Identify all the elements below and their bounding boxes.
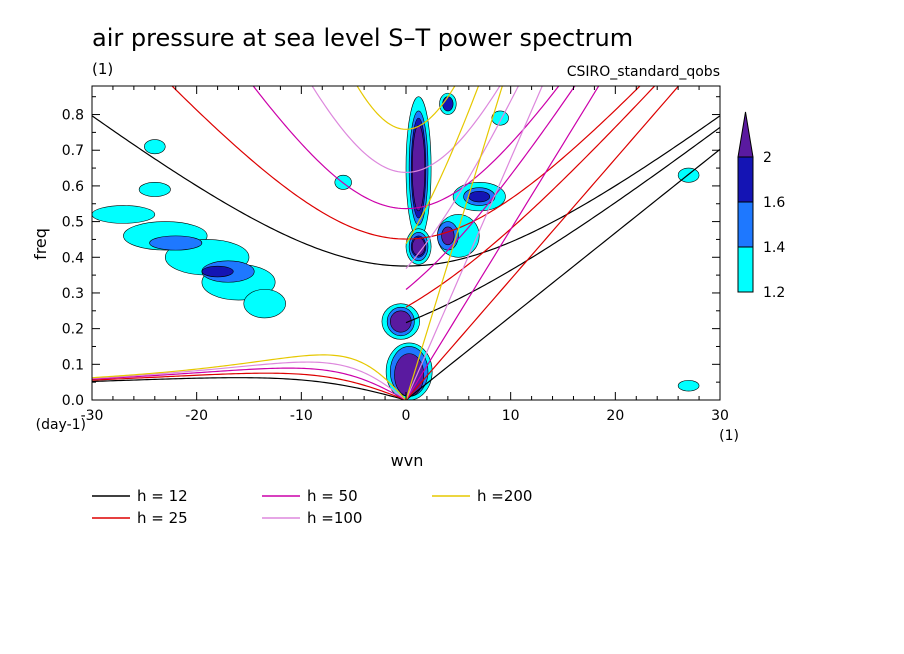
legend-label-h50: h = 50 [307, 487, 358, 505]
curve-inertia-gravity-h200 [356, 86, 456, 130]
x-tick-label: 30 [711, 408, 729, 424]
curve-mixed-rossby-gravity-h50 [405, 86, 576, 290]
legend: h = 12 h = 25 h = 50 h =100 h =200 [92, 487, 532, 527]
dispersion-curves [92, 86, 720, 400]
x-tick-label: -10 [290, 408, 313, 424]
contour-region-32 [411, 237, 426, 256]
y-tick-label: 0.2 [62, 322, 84, 338]
colorbar-arrow [737, 111, 754, 158]
x-tick-label: -20 [185, 408, 208, 424]
curve-kelvin-h12 [405, 148, 720, 400]
plot-area [92, 86, 720, 400]
y-tick-label: 0.5 [62, 215, 84, 231]
contour-region-29 [442, 96, 454, 112]
legend-label-h100: h =100 [307, 509, 362, 527]
y-axis-label: freq [31, 228, 50, 260]
curve-kelvin-h100 [405, 86, 543, 400]
x-tick-label: 20 [606, 408, 624, 424]
x-axis-units: (1) [719, 428, 739, 444]
colorbar: 1.2 1.4 1.6 2 [737, 111, 785, 301]
y-axis-units: (day-1) [36, 417, 86, 433]
curve-kelvin-h25 [405, 86, 680, 400]
legend-label-h200: h =200 [477, 487, 532, 505]
contour-region-33 [389, 310, 412, 333]
curve-inertia-gravity-h25 [171, 86, 641, 240]
colorbar-label: 1.6 [763, 195, 785, 211]
contour-region-17 [677, 380, 700, 392]
contour-region-30 [468, 190, 491, 203]
contour-region-0 [92, 205, 156, 224]
colorbar-label: 1.2 [763, 285, 785, 301]
colorbar-segment [737, 201, 754, 248]
contour-region-31 [411, 124, 426, 212]
model-label: CSIRO_standard_qobs [567, 64, 720, 80]
curve-mixed-rossby-gravity-h100 [405, 86, 520, 269]
curve-inertia-gravity-h12 [92, 115, 720, 267]
colorbar-label: 1.4 [763, 240, 785, 256]
contour-region-35 [441, 226, 455, 246]
x-tick-label: 10 [502, 408, 520, 424]
y-tick-label: 0.6 [62, 179, 84, 195]
contour-region-15 [491, 110, 509, 126]
curve-inertia-gravity-h50 [252, 86, 560, 210]
y-tick-label: 0.3 [62, 286, 84, 302]
y-tick-label: 0.4 [62, 250, 84, 266]
y-tick-label: 0.1 [62, 357, 84, 373]
x-tick-label: 0 [402, 408, 411, 424]
curve-mixed-rossby-gravity-h12 [405, 126, 720, 324]
curve-kelvin-h200 [405, 86, 503, 400]
curve-inertia-gravity-h100 [311, 86, 501, 174]
curve-rossby-h100 [92, 361, 407, 400]
curve-mixed-rossby-gravity-h25 [405, 86, 656, 308]
contour-region-4 [243, 289, 286, 319]
colorbar-segment [737, 156, 754, 203]
contour-region-26 [201, 265, 234, 278]
curve-rossby-h12 [92, 377, 407, 400]
curve-mixed-rossby-gravity-h200 [405, 86, 480, 245]
contour-region-5 [138, 182, 171, 197]
x-tick-label: -30 [81, 408, 104, 424]
curve-rossby-h200 [92, 354, 407, 400]
legend-label-h12: h = 12 [137, 487, 188, 505]
y-tick-label: 0.8 [62, 108, 84, 124]
curve-rossby-h50 [92, 367, 407, 400]
curve-rossby-h25 [92, 372, 407, 400]
contour-region-6 [144, 139, 166, 155]
x-axis-label: wvn [391, 451, 424, 470]
colorbar-segment [737, 246, 754, 293]
legend-label-h25: h = 25 [137, 509, 188, 527]
colorbar-label: 2 [763, 150, 772, 166]
chart-title: air pressure at sea level S–T power spec… [92, 24, 633, 52]
contour-region-18 [149, 235, 203, 251]
curve-kelvin-h50 [405, 86, 600, 400]
contour-regions [92, 92, 700, 400]
title-units: (1) [92, 60, 113, 78]
y-tick-label: 0.7 [62, 143, 84, 159]
x-axis: -30 -20 -10 0 10 20 30 [81, 86, 729, 424]
y-axis: 0.0 0.1 0.2 0.3 0.4 0.5 0.6 0.7 0.8 [62, 96, 720, 409]
y-tick-label: 0.0 [62, 393, 84, 409]
